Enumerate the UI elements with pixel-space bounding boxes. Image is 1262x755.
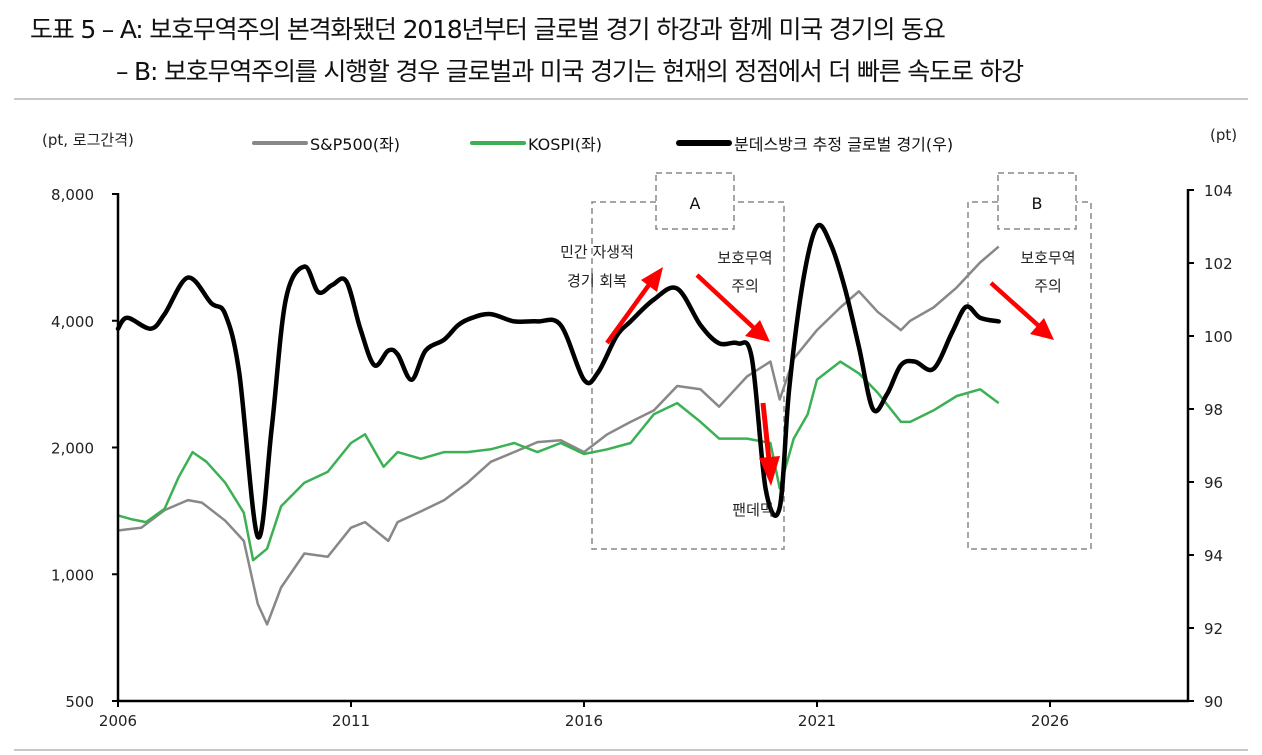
left-axis-tick-label: 500 <box>65 693 94 711</box>
left-axis-unit: (pt, 로그간격) <box>42 131 134 149</box>
global-cycle-line <box>115 222 1001 540</box>
legend-item-kospi: KOSPI(좌) <box>470 131 602 155</box>
x-axis-tick-label: 2006 <box>99 712 137 730</box>
annotation-protect-b-line2: 주의 <box>1034 277 1062 295</box>
legend-item-sp500: S&P500(좌) <box>252 131 400 155</box>
legend-label-kospi: KOSPI(좌) <box>528 135 602 154</box>
right-axis-tick-label: 100 <box>1204 328 1233 346</box>
annotation-protect-b-line1: 보호무역 <box>1020 249 1075 267</box>
legend-label-sp500: S&P500(좌) <box>310 135 401 154</box>
right-axis-tick-label: 98 <box>1204 401 1223 419</box>
bottom-divider <box>14 749 1248 751</box>
arrow-pandemic-down-icon <box>759 402 780 486</box>
right-axis-tick-label: 104 <box>1204 182 1233 200</box>
annotation-protect-a-line1: 보호무역 <box>717 249 772 267</box>
sp500-line <box>117 245 1000 626</box>
annotation-protect-a-line2: 주의 <box>731 277 759 295</box>
chart-title-line-1: 도표 5 – A: 보호무역주의 본격화됐던 2018년부터 글로벌 경기 하강… <box>30 15 946 44</box>
arrow-recovery-up-icon <box>605 267 663 345</box>
right-axis-tick-label: 96 <box>1204 474 1223 492</box>
legend-swatch-sp500 <box>252 141 308 145</box>
box-b-label: B <box>1032 194 1043 213</box>
kospi-line <box>117 360 1000 562</box>
x-axis-tick-label: 2021 <box>798 712 836 730</box>
legend-swatch-global <box>676 140 732 146</box>
right-axis-tick-label: 90 <box>1204 693 1223 711</box>
arrow-protect-b-down-icon <box>989 281 1054 340</box>
legend-item-global: 분데스방크 추정 글로벌 경기(우) <box>676 131 953 155</box>
chart-title-line-2: – B: 보호무역주의를 시행할 경우 글로벌과 미국 경기는 현재의 정점에서… <box>116 57 1024 86</box>
left-axis-tick-label: 8,000 <box>51 186 94 204</box>
top-divider <box>14 98 1248 100</box>
x-axis-tick-label: 2011 <box>332 712 370 730</box>
right-axis-tick-label: 102 <box>1204 255 1233 273</box>
legend-swatch-kospi <box>470 141 526 145</box>
right-axis-tick-label: 94 <box>1204 547 1223 565</box>
box-a-label: A <box>690 194 701 213</box>
annotation-recovery-line1: 민간 자생적 <box>560 243 634 261</box>
right-axis-unit: (pt) <box>1210 126 1238 144</box>
annotation-box-a <box>591 172 785 550</box>
axis-ticks <box>112 189 1194 707</box>
left-axis-tick-label: 4,000 <box>51 313 94 331</box>
left-axis-tick-label: 2,000 <box>51 440 94 458</box>
right-axis-tick-label: 92 <box>1204 620 1223 638</box>
x-axis-tick-label: 2016 <box>565 712 603 730</box>
left-axis-tick-label: 1,000 <box>51 566 94 584</box>
x-axis-tick-label: 2026 <box>1031 712 1069 730</box>
arrow-protect-a-down-icon <box>695 273 770 342</box>
axis-tick-labels: 500 1,000 2,000 4,000 8,000 90 92 94 96 98 100 102 1… <box>51 182 1233 730</box>
annotation-pandemic: 팬데믹 <box>732 501 773 519</box>
annotation-box-b <box>967 172 1092 550</box>
annotation-recovery-line2: 경기 회복 <box>567 272 627 290</box>
legend-label-global: 분데스방크 추정 글로벌 경기(우) <box>734 135 954 154</box>
